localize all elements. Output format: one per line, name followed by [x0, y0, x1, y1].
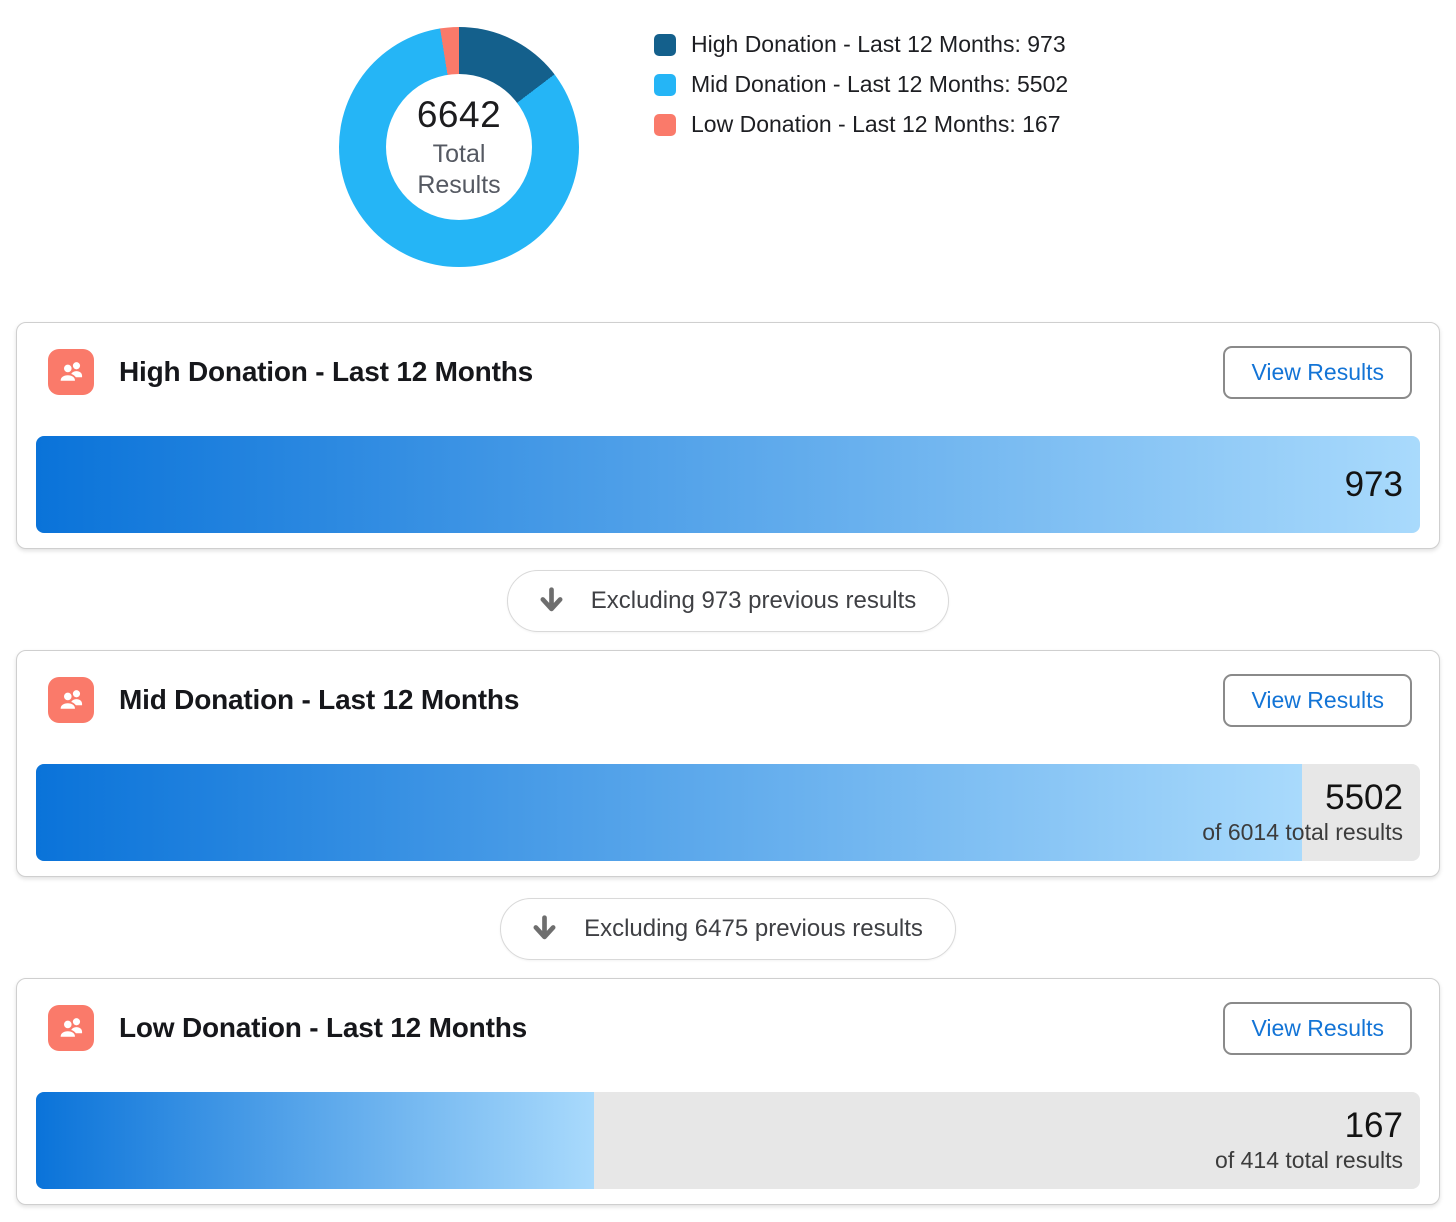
search-card-mid: Mid Donation - Last 12 Months View Resul… — [16, 650, 1440, 877]
bar-subtext: of 414 total results — [1215, 1147, 1403, 1173]
bar-fill — [36, 436, 1420, 533]
exclusion-label: Excluding 973 previous results — [590, 587, 917, 614]
chart-legend: High Donation - Last 12 Months: 973 Mid … — [654, 31, 1068, 322]
legend-item-mid: Mid Donation - Last 12 Months: 5502 — [654, 71, 1068, 98]
view-results-button[interactable]: View Results — [1223, 673, 1412, 727]
card-title: Low Donation - Last 12 Months — [119, 1012, 527, 1043]
bar-text: 167 of 414 total results — [1215, 1092, 1403, 1189]
bar-value: 5502 — [1325, 778, 1403, 817]
view-results-button[interactable]: View Results — [1223, 345, 1412, 399]
exclusion-label: Excluding 6475 previous results — [584, 915, 923, 942]
card-header: Low Donation - Last 12 Months View Resul… — [36, 1001, 1420, 1055]
result-bar: 5502 of 6014 total results — [36, 764, 1420, 861]
result-bar: 167 of 414 total results — [36, 1092, 1420, 1189]
card-header: Mid Donation - Last 12 Months View Resul… — [36, 673, 1420, 727]
connector-row: Excluding 973 previous results — [16, 570, 1440, 632]
legend-item-high: High Donation - Last 12 Months: 973 — [654, 31, 1068, 58]
total-results-value: 6642 — [416, 93, 502, 135]
legend-item-low: Low Donation - Last 12 Months: 167 — [654, 111, 1068, 138]
legend-swatch-high — [654, 33, 676, 56]
view-results-button[interactable]: View Results — [1223, 1001, 1412, 1055]
donut-center: 6642 Total Results — [339, 27, 579, 267]
donut-chart: 6642 Total Results — [339, 27, 579, 267]
donut-hole — [386, 74, 532, 220]
card-title: High Donation - Last 12 Months — [119, 356, 533, 387]
exclusion-pill: Excluding 6475 previous results — [500, 898, 956, 960]
bar-track — [36, 764, 1420, 861]
funnel-cards: High Donation - Last 12 Months View Resu… — [0, 322, 1456, 1205]
bar-value: 167 — [1344, 1106, 1403, 1145]
total-label-line2: Results — [417, 170, 501, 199]
bar-value: 973 — [1344, 464, 1403, 504]
search-card-low: Low Donation - Last 12 Months View Resul… — [16, 978, 1440, 1205]
legend-label-low: Low Donation - Last 12 Months: 167 — [691, 111, 1061, 137]
total-label-line1: Total — [432, 139, 486, 168]
bar-subtext: of 6014 total results — [1202, 819, 1403, 845]
bar-text: 973 — [1345, 436, 1403, 533]
audience-icon — [48, 1005, 94, 1051]
bar-text: 5502 of 6014 total results — [1202, 764, 1403, 861]
total-results-label: Total Results — [417, 139, 500, 201]
card-title: Mid Donation - Last 12 Months — [119, 684, 520, 715]
legend-label-high: High Donation - Last 12 Months: 973 — [691, 31, 1066, 57]
search-card-high: High Donation - Last 12 Months View Resu… — [16, 322, 1440, 549]
result-bar: 973 — [36, 436, 1420, 533]
card-header: High Donation - Last 12 Months View Resu… — [36, 345, 1420, 399]
bar-fill — [36, 764, 1303, 861]
connector-row: Excluding 6475 previous results — [16, 898, 1440, 960]
legend-label-mid: Mid Donation - Last 12 Months: 5502 — [691, 71, 1069, 97]
legend-swatch-mid — [654, 73, 676, 96]
legend-swatch-low — [654, 113, 676, 136]
bar-track — [36, 1092, 1420, 1189]
exclusion-pill: Excluding 973 previous results — [506, 570, 950, 632]
summary-section: 6642 Total Results High Donation - Last … — [0, 0, 1456, 322]
arrow-down-icon — [533, 914, 556, 939]
bar-fill — [36, 1092, 595, 1189]
bar-track — [36, 436, 1420, 533]
audience-icon — [48, 677, 94, 723]
audience-icon — [48, 349, 94, 395]
arrow-down-icon — [540, 586, 563, 611]
